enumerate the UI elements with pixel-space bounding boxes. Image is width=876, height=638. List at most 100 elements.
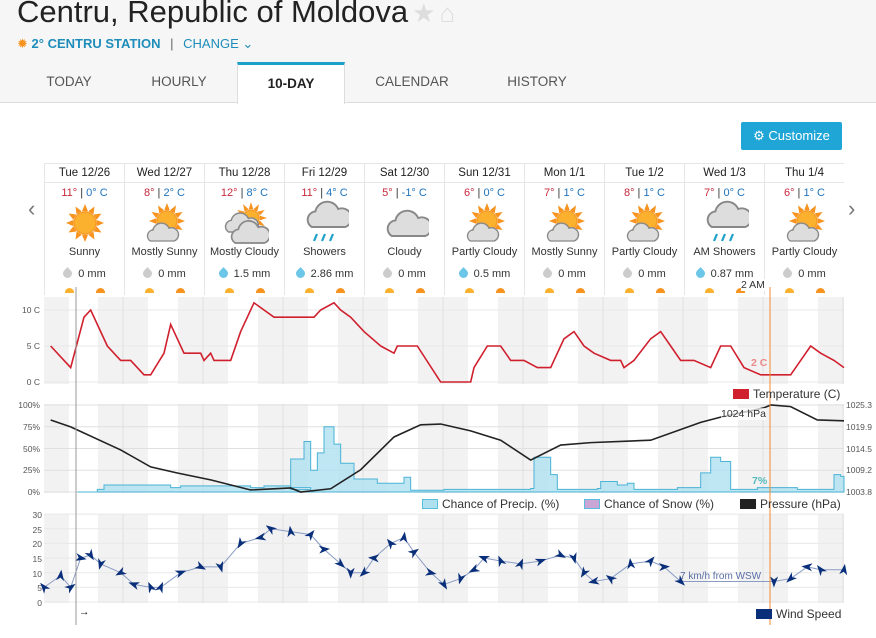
sunset-icon [736,288,745,293]
customize-button[interactable]: ⚙ Customize [741,122,842,150]
day-condition: Partly Cloudy [451,246,518,258]
wind-direction-arrow-icon [514,558,524,571]
legend-snow[interactable]: Chance of Snow (%) [584,497,714,511]
mostly-sunny-weather-icon [466,203,505,242]
wind-ytick: 30 [32,509,42,520]
day-temps: 6° | 1° C [783,187,826,199]
legend-temperature[interactable]: Temperature (C) [733,387,840,401]
day-condition: AM Showers [693,246,756,258]
day-precip: 0 mm [765,267,844,280]
wind-direction-arrow-icon [84,548,94,561]
sun-icon: ✹ [17,36,28,51]
cursor-time-label: 2 AM [741,279,765,291]
wind-direction-arrow-icon [407,548,419,559]
wind-direction-arrow-icon [155,581,164,594]
wind-direction-arrow-icon [674,575,685,586]
wind-ytick: 10 [32,568,42,579]
tab-history[interactable]: HISTORY [507,74,567,89]
day-condition: Showers [303,246,346,258]
legend-precip[interactable]: Chance of Precip. (%) [422,497,559,511]
wind-direction-arrow-icon [627,557,636,570]
sunset-icon [816,288,825,293]
legend-wind[interactable]: Wind Speed [756,607,841,621]
day-column[interactable]: Tue 12/26 11° | 0° C Sunny 0 mm [44,163,124,295]
sunset-icon [96,288,105,293]
sunrise-icon [65,288,74,293]
day-temps: 5° | -1° C [382,187,427,199]
day-temps: 7° | 1° C [543,187,586,199]
wind-direction-arrow-icon [605,575,618,585]
day-name: Thu 12/28 [205,163,284,183]
legend-pressure[interactable]: Pressure (hPa) [740,497,841,511]
sunrise-icon [785,288,794,293]
wind-direction-arrow-icon [359,566,371,577]
day-temps: 11° | 4° C [301,187,348,199]
sunrise-icon [545,288,554,293]
temp-annotation: 2 C [751,357,768,369]
wind-direction-arrow-icon [816,565,827,577]
change-station-link[interactable]: CHANGE ⌄ [183,36,254,51]
wind-ytick: 25 [32,524,42,535]
cloudy-weather-icon [386,209,429,237]
day-column[interactable]: Wed 12/27 8° | 2° C Mostly Sunny 0 mm [124,163,204,295]
day-precip: 0 mm [45,267,124,280]
wind-direction-arrow-icon [174,570,187,579]
page-title: Centru, Republic of Moldova ★ ⌂ [17,0,456,29]
precip-annotation: 7% [752,475,768,487]
wind-ytick: 5 [37,583,42,594]
wind-direction-arrow-icon [644,556,655,568]
tab-today[interactable]: TODAY [46,74,92,89]
wind-direction-arrow-icon [318,545,330,554]
mostly-sunny-weather-icon [626,203,665,242]
pressure-ytick: 1009.2 [846,465,872,476]
night-band [44,297,69,384]
day-name: Wed 1/3 [685,163,764,183]
showers-weather-icon [306,200,349,242]
precip-ytick: 50% [22,443,40,454]
tab-calendar[interactable]: CALENDAR [375,74,449,89]
sunset-icon [336,288,345,293]
page-header: Centru, Republic of Moldova ★ ⌂ ✹ 2° CENTR… [0,0,876,103]
wind-direction-arrow-icon [468,563,481,573]
pressure-ytick: 1003.8 [846,487,872,497]
wind-direction-arrow-icon [64,583,76,594]
wind-direction-arrow-icon [786,572,798,583]
pressure-ytick: 1014.5 [846,443,872,454]
wind-direction-arrow-icon [346,567,355,579]
wind-direction-arrow-icon [534,558,547,567]
showers-weather-icon [706,200,749,242]
day-name: Fri 12/29 [285,163,364,183]
day-column[interactable]: Fri 12/29 11° | 4° C Showers 2.86 mm [284,163,364,295]
precip-ytick: 75% [22,421,40,432]
day-condition: Mostly Sunny [131,246,198,258]
mostly-sunny-weather-icon [146,203,185,242]
tab-hourly[interactable]: HOURLY [151,74,207,89]
sunrise-icon [465,288,474,293]
day-name: Tue 12/26 [45,163,124,183]
day-column[interactable]: Thu 12/28 12° | 8° C Mostly Cloudy 1.5 m… [204,163,284,295]
day-condition: Partly Cloudy [771,246,838,258]
day-column[interactable]: Sat 12/30 5° | -1° C Cloudy 0 mm [364,163,444,295]
day-column[interactable]: Sun 12/31 6° | 0° C Partly Cloudy 0.5 mm [444,163,524,295]
prev-days-arrow[interactable]: ‹ [28,196,36,221]
favorite-star-icon[interactable]: ★ [412,0,436,28]
next-days-arrow[interactable]: › [848,196,856,221]
wind-direction-arrow-icon [437,578,448,590]
wind-direction-arrow-icon [215,560,224,573]
wind-direction-arrow-icon [304,529,315,542]
day-column[interactable]: Wed 1/3 7° | 0° C AM Showers 0.87 mm [684,163,764,295]
day-column[interactable]: Thu 1/4 6° | 1° C Partly Cloudy 0 mm [764,163,844,295]
home-icon[interactable]: ⌂ [439,0,456,28]
wind-direction-arrow-icon [128,582,141,590]
day-column[interactable]: Mon 1/1 7° | 1° C Mostly Sunny 0 mm [524,163,604,295]
day-precip: 1.5 mm [205,267,284,280]
wind-direction-arrow-icon [287,525,296,538]
day-condition: Mostly Cloudy [209,246,280,258]
day-column[interactable]: Tue 1/2 8° | 1° C Partly Cloudy 0 mm [604,163,684,295]
wind-direction-arrow-icon [194,561,207,570]
wind-direction-arrow-icon [801,563,813,572]
wind-direction-arrow-icon [368,554,380,563]
station-name[interactable]: CENTRU STATION [47,36,161,51]
tab-10-day[interactable]: 10-DAY [237,62,345,104]
